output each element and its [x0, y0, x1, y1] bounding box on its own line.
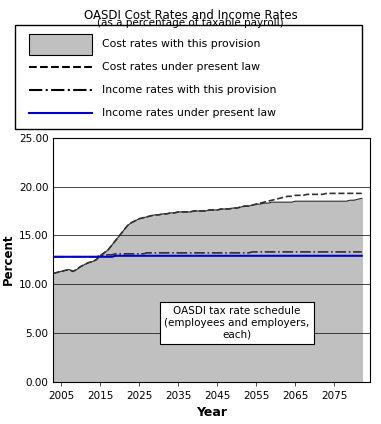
FancyBboxPatch shape — [15, 25, 362, 129]
Bar — [29, 34, 91, 55]
Text: Cost rates under present law: Cost rates under present law — [102, 62, 260, 72]
Text: Income rates with this provision: Income rates with this provision — [102, 85, 276, 95]
Text: OASDI Cost Rates and Income Rates: OASDI Cost Rates and Income Rates — [83, 9, 298, 22]
X-axis label: Year: Year — [196, 406, 227, 419]
Text: Cost rates with this provision: Cost rates with this provision — [102, 39, 260, 49]
Text: OASDI tax rate schedule
(employees and employers,
each): OASDI tax rate schedule (employees and e… — [164, 307, 309, 340]
Y-axis label: Percent: Percent — [2, 234, 15, 285]
Text: (as a percentage of taxable payroll): (as a percentage of taxable payroll) — [97, 18, 284, 28]
Text: Income rates under present law: Income rates under present law — [102, 108, 276, 118]
